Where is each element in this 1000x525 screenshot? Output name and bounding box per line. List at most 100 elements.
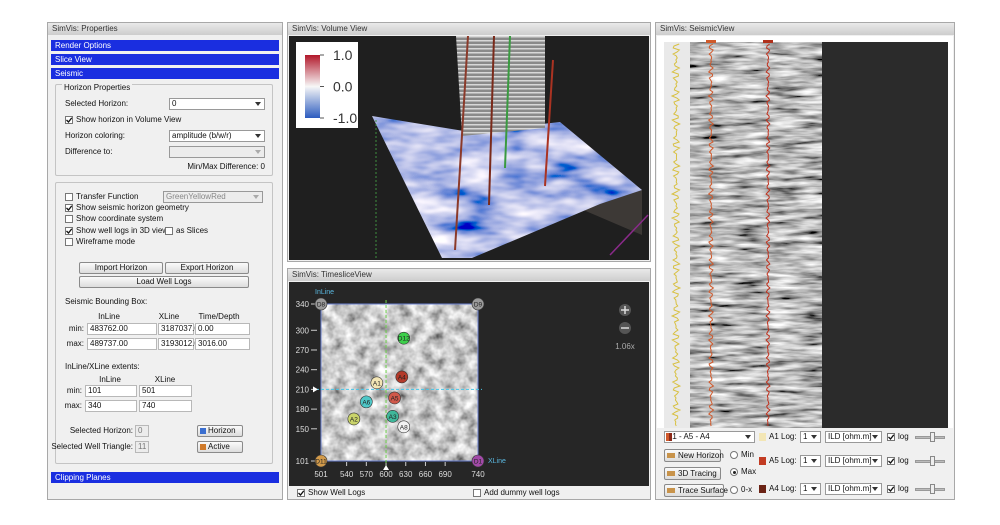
combo-box[interactable]	[825, 483, 882, 495]
checkbox[interactable]	[473, 489, 481, 497]
radio-label: Min	[741, 450, 754, 459]
table-cell[interactable]	[85, 385, 137, 397]
combo-box[interactable]	[800, 455, 821, 467]
log-swatch	[759, 433, 766, 441]
title-bar	[288, 269, 650, 281]
row-label: min:	[66, 386, 82, 395]
checkbox[interactable]	[887, 433, 895, 441]
combo-box[interactable]	[800, 431, 821, 443]
checkbox[interactable]	[165, 227, 173, 235]
cell-text: 101	[88, 386, 102, 395]
combo-arrow	[255, 134, 261, 138]
combo-value: 1	[803, 484, 808, 493]
button[interactable]	[664, 449, 721, 462]
checkbox[interactable]	[887, 485, 895, 493]
checkbox[interactable]	[65, 116, 73, 124]
table-cell[interactable]	[139, 400, 192, 412]
checkbox-label: Show coordinate system	[76, 214, 164, 223]
checkbox[interactable]	[297, 489, 305, 497]
column-header: XLine	[154, 375, 176, 384]
button-label: Trace Surface	[678, 485, 728, 495]
button-icon	[667, 471, 675, 476]
button[interactable]	[79, 262, 163, 274]
table-cell[interactable]	[139, 385, 192, 397]
slider-handle[interactable]	[930, 456, 935, 466]
button[interactable]	[79, 276, 249, 288]
combo-box[interactable]	[169, 98, 265, 110]
column-header: Time/Depth	[198, 312, 240, 321]
combo-arrow	[255, 102, 261, 106]
combo-arrow	[253, 195, 259, 199]
button[interactable]	[165, 262, 249, 274]
combo-value: GreenYellowRed	[166, 192, 226, 201]
button-icon	[667, 453, 675, 458]
combo-arrow	[255, 150, 261, 154]
panel-title: SimVis: Volume View	[292, 24, 368, 33]
checkbox[interactable]	[65, 238, 73, 246]
combo-arrow	[811, 435, 817, 439]
section-title: Render Options	[55, 40, 112, 50]
table-cell[interactable]	[85, 400, 137, 412]
checkbox-label: as Slices	[176, 226, 209, 235]
button-label: Export Horizon	[180, 263, 234, 272]
checkbox[interactable]	[65, 215, 73, 223]
panel	[655, 22, 955, 500]
combo-box[interactable]	[169, 130, 265, 142]
section-header[interactable]	[51, 54, 279, 65]
table-cell[interactable]	[87, 338, 157, 350]
combo-value: 1	[803, 432, 808, 441]
combo-box[interactable]	[163, 191, 263, 203]
checkbox-label: log	[898, 432, 909, 441]
column-header: InLine	[98, 312, 120, 321]
checkbox-label: Show well logs in 3D view	[76, 226, 169, 235]
cell-text: 3016.00	[198, 339, 227, 348]
checkbox[interactable]	[887, 457, 895, 465]
value-text: 0	[138, 426, 143, 435]
section-title: Slice View	[55, 54, 92, 64]
radio[interactable]	[730, 468, 738, 476]
combo-value: amplitude (b/w/r)	[172, 131, 232, 140]
combo-box[interactable]	[664, 431, 755, 443]
combo-arrow	[811, 487, 817, 491]
combo-value: A1 - A5 - A4	[667, 432, 710, 441]
column-header: InLine	[99, 375, 121, 384]
combo-box[interactable]	[800, 483, 821, 495]
table-cell[interactable]	[195, 338, 250, 350]
radio-label: Max	[741, 467, 757, 476]
table-cell[interactable]	[87, 323, 157, 335]
combo-box[interactable]	[825, 431, 882, 443]
cell-text: 340	[88, 401, 102, 410]
radio-dot	[732, 470, 736, 474]
section-header[interactable]	[51, 472, 279, 483]
button[interactable]	[664, 484, 724, 497]
button[interactable]	[197, 441, 243, 453]
slider-handle[interactable]	[930, 432, 935, 442]
combo-box[interactable]	[825, 455, 882, 467]
table-cell[interactable]	[158, 323, 194, 335]
combo-box[interactable]	[169, 146, 265, 158]
button[interactable]	[664, 467, 721, 480]
checkbox[interactable]	[65, 193, 73, 201]
button-label: Horizon	[208, 426, 236, 435]
cell-text: 740	[142, 401, 156, 410]
combo-value: 1	[803, 456, 808, 465]
button-icon	[200, 428, 206, 434]
title-bar	[288, 23, 650, 35]
button-label: New Horizon	[678, 450, 724, 460]
log-swatch	[759, 457, 766, 465]
button-label: Load Well Logs	[136, 277, 192, 286]
radio[interactable]	[730, 486, 738, 494]
section-header[interactable]	[51, 40, 279, 51]
combo-value: ILD [ohm.m]	[828, 432, 872, 441]
button[interactable]	[197, 425, 243, 437]
slider-handle[interactable]	[930, 484, 935, 494]
checkbox[interactable]	[65, 227, 73, 235]
checkbox-label: Show Well Logs	[308, 488, 366, 497]
checkbox[interactable]	[65, 204, 73, 212]
section-header[interactable]	[51, 68, 279, 79]
table-cell[interactable]	[195, 323, 250, 335]
combo-value: ILD [ohm.m]	[828, 456, 872, 465]
radio[interactable]	[730, 451, 738, 459]
label: A4 Log:	[769, 484, 797, 493]
table-cell[interactable]	[158, 338, 194, 350]
